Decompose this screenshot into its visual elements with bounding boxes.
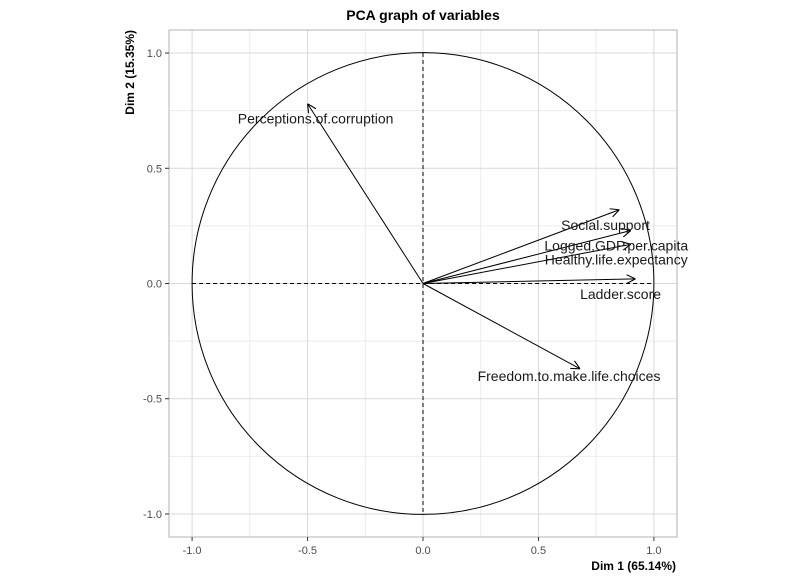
variable-arrow xyxy=(308,104,424,284)
variable-arrow xyxy=(422,210,619,284)
variable-label: Social.support xyxy=(561,217,650,233)
y-tick-label: -1.0 xyxy=(143,509,162,521)
y-tick-label: -0.5 xyxy=(143,394,162,406)
variable-label: Logged.GDP.per.capita xyxy=(544,237,688,253)
x-tick-label: -1.0 xyxy=(183,545,202,557)
variable-label: Healthy.life.expectancy xyxy=(545,251,688,267)
chart-title: PCA graph of variables xyxy=(346,7,500,23)
y-tick-label: 0.5 xyxy=(147,163,162,175)
variable-label: Perceptions.of.corruption xyxy=(238,111,394,127)
y-tick-label: 1.0 xyxy=(147,48,162,60)
variable-label: Freedom.to.make.life.choices xyxy=(478,368,661,384)
variable-arrow xyxy=(422,244,631,284)
y-tick-label: 0.0 xyxy=(147,279,162,291)
x-tick-label: 0.0 xyxy=(415,545,430,557)
variable-arrow xyxy=(422,279,635,284)
axis-ticks: -1.0 -0.5 0.0 0.5 1.0 -1.0 -0.5 0.0 0.5 1.0 xyxy=(143,48,662,557)
y-axis-title: Dim 2 (15.35%) xyxy=(123,30,137,115)
variable-labels: Perceptions.of.corruption Social.support L… xyxy=(238,111,689,384)
variable-label: Ladder.score xyxy=(580,286,661,302)
x-tick-label: 1.0 xyxy=(646,545,661,557)
x-tick-label: 0.5 xyxy=(531,545,546,557)
variable-arrows xyxy=(308,104,636,369)
x-tick-label: -0.5 xyxy=(298,545,317,557)
variable-arrow xyxy=(422,230,631,284)
x-axis-title: Dim 1 (65.14%) xyxy=(591,559,676,573)
variable-arrow xyxy=(422,283,580,369)
